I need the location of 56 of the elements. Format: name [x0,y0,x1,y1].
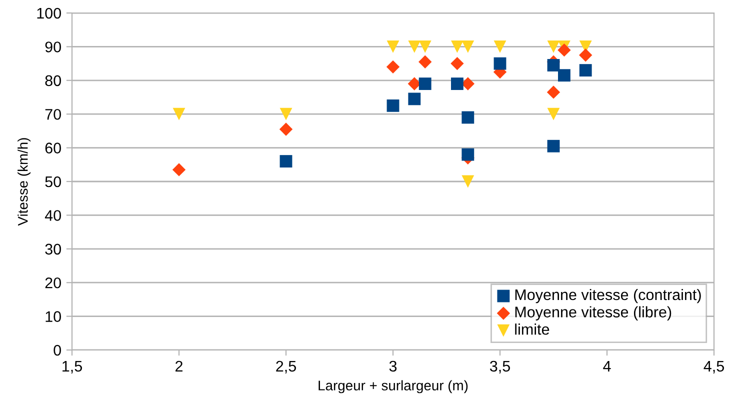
legend-label: Moyenne vitesse (contraint) [515,288,701,304]
legend-label: limite [515,324,550,335]
point [418,40,432,53]
y-tick-label: 30 [45,244,61,255]
x-tick-label: 3,5 [490,360,510,374]
point [462,148,474,161]
x-tick-label: 2,5 [276,360,296,374]
point [579,64,592,76]
point [418,55,432,68]
point [450,78,464,90]
y-tick-label: 20 [45,277,61,288]
legend-label: Moyenne vitesse (libre) [515,306,672,320]
point [172,108,186,120]
point [408,40,421,53]
point [462,40,474,53]
point [558,43,571,57]
point [579,48,592,62]
point [386,40,400,53]
point [462,111,474,124]
x-tick-label: 3 [389,360,397,372]
point [386,60,400,74]
y-axis-title: Vitesse (km/h) [18,138,31,226]
point [450,40,464,53]
point [172,163,186,176]
y-tick-label: 80 [45,75,61,86]
point [494,57,506,70]
point [462,175,474,188]
point [408,92,421,106]
point [418,78,432,90]
x-tick-label: 4,5 [704,360,724,374]
x-tick-label: 4 [603,360,611,372]
x-tick-label: 1,5 [62,360,82,374]
point [408,77,421,90]
y-tick-label: 10 [46,311,61,322]
point [494,40,506,53]
x-axis-title: Largeur + surlargeur (m) [318,380,468,394]
point [461,77,474,90]
y-tick-label: 90 [45,42,61,52]
y-tick-label: 40 [44,210,61,221]
y-tick-label: 0 [54,344,61,356]
y-tick-label: 50 [45,176,61,188]
point [280,155,292,168]
point [547,140,560,152]
point [386,99,400,112]
y-tick-label: 100 [37,8,61,19]
point [558,69,570,82]
point [547,108,560,120]
point [450,56,464,70]
y-tick-label: 60 [45,142,61,154]
point [547,40,560,53]
point [280,108,292,120]
point [279,122,293,136]
y-tick-label: 70 [45,108,61,120]
point [546,86,560,99]
point [547,59,560,72]
x-tick-label: 2 [176,360,182,372]
